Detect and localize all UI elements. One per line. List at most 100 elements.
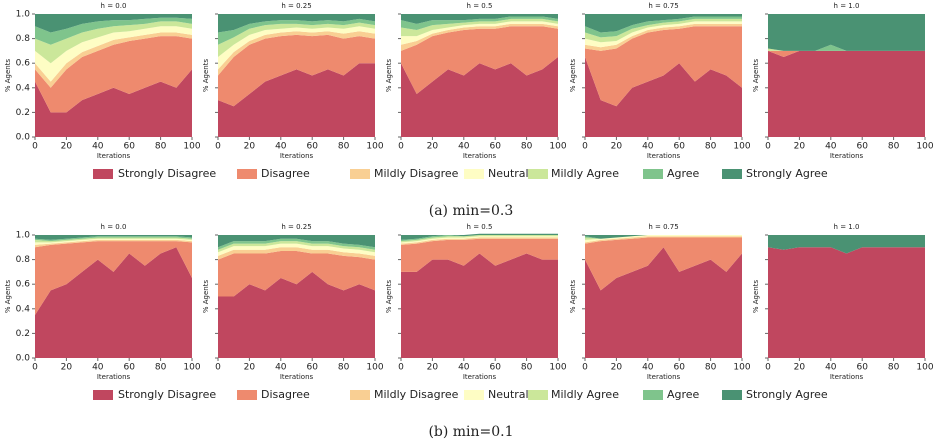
legend-label: Agree [667, 388, 700, 401]
x-tick-label: 0 [215, 363, 221, 373]
area [35, 237, 192, 243]
legend-label: Mildly Agree [551, 167, 619, 180]
area [585, 23, 742, 51]
x-tick-label: 20 [244, 142, 256, 152]
area [35, 26, 192, 82]
x-tick-label: 40 [642, 363, 654, 373]
y-tick-label: 1.0 [16, 10, 31, 20]
legend-label: Agree [667, 167, 700, 180]
x-axis-label: Iterations [280, 373, 314, 381]
x-tick-label: 0 [582, 142, 588, 152]
y-tick-label: 0.2 [16, 108, 30, 118]
x-tick-label: 40 [458, 363, 470, 373]
x-axis-label: Iterations [97, 373, 131, 381]
x-tick-label: 60 [306, 363, 318, 373]
caption: (a) min=0.3 [429, 203, 514, 219]
area [401, 57, 558, 137]
area [218, 243, 375, 256]
y-axis-label: % Agents [385, 59, 393, 93]
x-tick-label: 0 [765, 363, 771, 373]
y-axis-label: % Agents [569, 280, 577, 314]
y-tick-label: 0.4 [16, 83, 31, 93]
x-tick-label: 20 [61, 363, 73, 373]
y-tick-label: 0.2 [16, 329, 30, 339]
x-axis-label: Iterations [647, 373, 681, 381]
legend-swatch [528, 390, 548, 400]
x-tick-label: 60 [856, 142, 868, 152]
area [401, 237, 558, 245]
x-tick-label: 40 [458, 142, 470, 152]
area [768, 247, 925, 358]
x-tick-label: 100 [549, 363, 566, 373]
x-tick-label: 40 [275, 363, 287, 373]
area [401, 235, 558, 242]
x-tick-label: 0 [398, 142, 404, 152]
area [585, 16, 742, 38]
x-tick-label: 80 [705, 363, 717, 373]
legend-swatch [643, 390, 663, 400]
y-axis-label: % Agents [752, 280, 760, 314]
area [401, 18, 558, 37]
x-tick-label: 0 [215, 142, 221, 152]
x-tick-label: 100 [183, 363, 200, 373]
area [218, 34, 375, 107]
legend-label: Mildly Agree [551, 388, 619, 401]
x-tick-label: 20 [61, 142, 73, 152]
area [35, 69, 192, 137]
legend-swatch [464, 169, 484, 179]
x-tick-label: 100 [183, 142, 200, 152]
area [35, 17, 192, 45]
x-tick-label: 100 [733, 363, 750, 373]
x-tick-label: 20 [611, 142, 623, 152]
x-tick-label: 100 [549, 142, 566, 152]
x-tick-label: 0 [765, 142, 771, 152]
x-tick-label: 0 [398, 363, 404, 373]
area [35, 36, 192, 113]
area [35, 235, 192, 240]
legend-swatch [93, 390, 113, 400]
area [401, 238, 558, 272]
x-tick-label: 0 [32, 363, 38, 373]
legend-label: Mildly Disagree [374, 388, 459, 401]
area [218, 247, 375, 260]
area [401, 26, 558, 94]
x-tick-label: 80 [338, 142, 350, 152]
legend-swatch [722, 390, 742, 400]
legend-swatch [350, 390, 370, 400]
area [585, 236, 742, 244]
legend-swatch [237, 169, 257, 179]
legend-label: Neutral [488, 167, 529, 180]
legend-swatch [528, 169, 548, 179]
area [768, 50, 925, 137]
area [585, 21, 742, 48]
area [218, 238, 375, 250]
x-tick-label: 20 [427, 363, 439, 373]
area [218, 31, 375, 76]
area [35, 241, 192, 315]
legend-swatch [643, 169, 663, 179]
x-tick-label: 60 [856, 363, 868, 373]
x-axis-label: Iterations [280, 152, 314, 160]
x-tick-label: 100 [916, 142, 933, 152]
chart-title: h = 0.25 [281, 223, 311, 231]
area [768, 235, 925, 254]
x-tick-label: 0 [582, 363, 588, 373]
chart-title: h = 0.5 [467, 2, 493, 10]
x-tick-label: 80 [155, 142, 167, 152]
x-tick-label: 40 [825, 363, 837, 373]
legend-swatch [464, 390, 484, 400]
x-tick-label: 100 [366, 142, 383, 152]
area [35, 238, 192, 245]
area [585, 247, 742, 358]
x-tick-label: 60 [306, 142, 318, 152]
area [218, 18, 375, 45]
area [218, 14, 375, 33]
x-tick-label: 60 [489, 363, 501, 373]
x-tick-label: 40 [825, 142, 837, 152]
area [218, 250, 375, 297]
x-tick-label: 100 [366, 363, 383, 373]
y-axis-label: % Agents [569, 59, 577, 93]
y-axis-label: % Agents [4, 59, 12, 93]
legend-label: Strongly Disagree [118, 167, 216, 180]
